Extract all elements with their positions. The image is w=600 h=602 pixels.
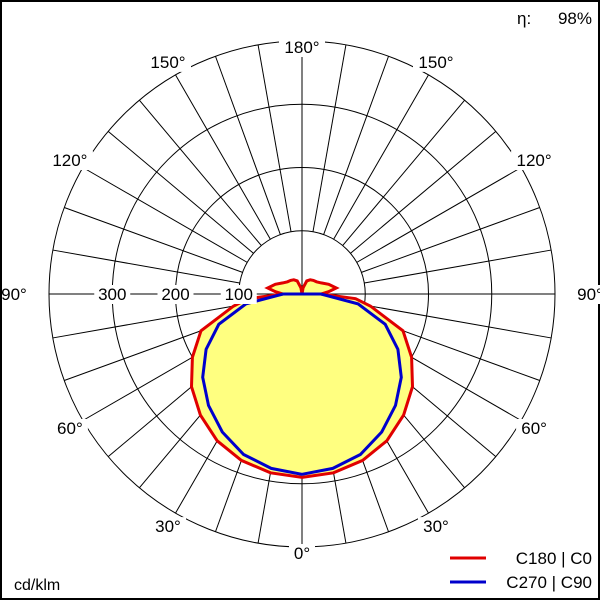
- angle-label-right-60: 60°: [521, 419, 547, 438]
- angle-label-left-30-bg: [150, 517, 186, 537]
- grid-spoke: [333, 74, 429, 240]
- grid-spoke: [82, 167, 248, 263]
- angle-label-bottom: 0°: [294, 544, 310, 563]
- grid-spoke: [107, 130, 254, 254]
- angle-label-left-150: 150°: [150, 53, 185, 72]
- angle-label-right-150: 150°: [418, 53, 453, 72]
- angle-label-right-60-bg: [516, 419, 553, 438]
- angle-label-right-30: 30°: [423, 517, 449, 536]
- grid-spoke: [364, 304, 552, 339]
- grid-spoke: [214, 56, 281, 235]
- grid-spoke: [52, 249, 240, 284]
- radial-tick-label-200-bg: [157, 285, 194, 304]
- grid-spoke: [323, 56, 390, 235]
- grid-spoke: [257, 44, 292, 232]
- angle-label-bottom-bg: [289, 544, 315, 563]
- angle-label-left-150-bg: [145, 52, 191, 72]
- radial-tick-label-300-bg: [94, 285, 131, 304]
- angle-label-left-60-bg: [51, 419, 88, 438]
- angle-label-right-90-bg: [572, 285, 600, 304]
- angle-label-right-120-bg: [511, 151, 558, 170]
- grid-spoke: [52, 304, 240, 339]
- legend-label-c180-c0: C180 | C0: [516, 549, 592, 568]
- angle-label-right-150-bg: [413, 52, 459, 72]
- grid-spoke: [361, 206, 540, 273]
- angle-label-right-90: 90°: [577, 285, 600, 304]
- efficiency-label: η:: [517, 9, 531, 28]
- grid-spoke: [356, 167, 522, 263]
- angle-label-left-90: 90°: [2, 285, 27, 304]
- angle-label-top: 180°: [284, 38, 319, 57]
- legend-label-c270-c90: C270 | C90: [506, 573, 592, 592]
- radial-tick-label-300: 300: [98, 285, 126, 304]
- angle-label-right-30-bg: [418, 517, 454, 537]
- series-fill-c180-c0: [191, 279, 413, 478]
- grid-spoke: [364, 249, 552, 284]
- grid-spoke: [138, 99, 262, 246]
- angle-label-left-30: 30°: [155, 517, 181, 536]
- radial-tick-label-200: 200: [161, 285, 189, 304]
- series-line-c270-c90: [201, 292, 403, 476]
- intensity-curves: [189, 278, 415, 479]
- angle-label-left-60: 60°: [57, 419, 83, 438]
- angle-label-left-90-bg: [2, 285, 32, 304]
- angle-label-top-bg: [279, 38, 325, 57]
- angle-label-left-120: 120°: [52, 151, 87, 170]
- grid-spoke: [342, 99, 466, 246]
- radial-tick-label-100-bg: [220, 285, 257, 304]
- angle-label-right-120: 120°: [517, 151, 552, 170]
- unit-label: cd/klm: [14, 577, 60, 594]
- grid-spoke: [350, 130, 497, 254]
- grid-spoke: [312, 44, 347, 232]
- grid-spoke: [175, 74, 271, 240]
- radial-tick-label-100: 100: [225, 285, 253, 304]
- grid-spoke: [64, 206, 243, 273]
- axis-labels: 0° 180° 30° 30° 60° 60° 90° 90° 120° 120° 150° 150°…: [2, 38, 600, 563]
- angle-label-left-120-bg: [46, 151, 93, 170]
- efficiency-value: 98%: [558, 9, 592, 28]
